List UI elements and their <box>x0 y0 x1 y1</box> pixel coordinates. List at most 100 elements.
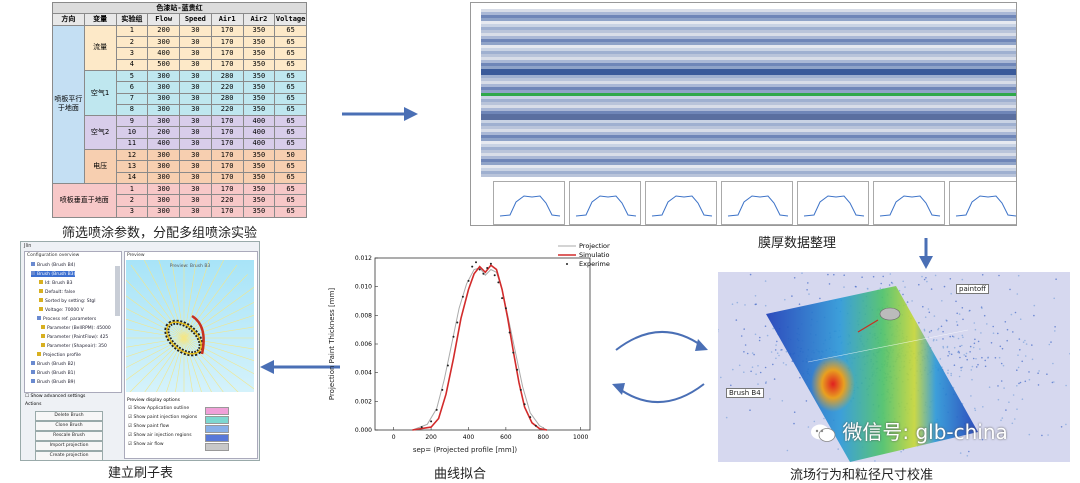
table-cell: 30 <box>180 184 212 195</box>
tree-item[interactable]: Brush (Brush B3) <box>31 271 75 277</box>
film-profile-thumbnail <box>873 181 945 225</box>
table-cell: 65 <box>275 206 307 217</box>
tree-scrollbar[interactable] <box>115 266 120 316</box>
film-thickness-sheet <box>470 2 1017 226</box>
y-tick-label: 0.002 <box>355 398 372 405</box>
preview-option-label: Show Application outline <box>133 406 189 411</box>
preview-option-checkbox[interactable]: ☑ Show Application outline <box>128 406 189 411</box>
y-tick-label: 0.006 <box>355 341 372 348</box>
table-cell: 5 <box>116 70 148 81</box>
table-cell: 1 <box>116 25 148 36</box>
tree-item-label: Sorted by setting: Stgl <box>45 299 96 304</box>
y-tick-label: 0.010 <box>355 284 372 291</box>
parameter-table: 色漆站-蓝贵红 方向 变量 实验组 Flow Speed Air1 Air2 V… <box>52 2 307 218</box>
preview-color-swatch[interactable] <box>205 434 229 442</box>
tree-item[interactable]: Brush (Brush B9) <box>31 379 75 385</box>
table-cell: 30 <box>180 138 212 149</box>
x-tick-label: 800 <box>538 434 550 441</box>
experiment-point <box>512 352 514 354</box>
table-cell: 400 <box>243 138 275 149</box>
header-group: 实验组 <box>116 14 148 25</box>
tree-item-label: Brush (Brush B4) <box>37 263 75 268</box>
experiment-point <box>535 425 537 427</box>
experiment-point <box>468 280 470 282</box>
table-cell: 8 <box>116 104 148 115</box>
y-tick-label: 0.000 <box>355 427 372 434</box>
legend-label: Experiment <box>579 260 610 268</box>
tree-item-label: Voltage: 70000 V <box>45 308 84 313</box>
experiment-point <box>430 420 432 422</box>
table-cell: 170 <box>211 172 243 183</box>
clone-brush-button[interactable]: Clone Brush <box>35 421 103 431</box>
tree-item[interactable]: Id: Brush B3 <box>39 280 73 286</box>
table-cell: 200 <box>148 127 180 138</box>
tree-item-label: Parameter (PaintFlow): 425 <box>47 335 108 340</box>
preview-color-swatch[interactable] <box>205 416 229 424</box>
header-air1: Air1 <box>211 14 243 25</box>
preview-option-checkbox[interactable]: ☑ Show paint injection regions <box>128 415 197 420</box>
preview-option-label: Show paint flow <box>133 424 169 429</box>
y-axis-label: Projection Paint Thickness [mm] <box>328 288 336 401</box>
film-profile-thumbnail <box>797 181 869 225</box>
table-cell: 300 <box>148 93 180 104</box>
tree-item[interactable]: Voltage: 70000 V <box>39 307 84 313</box>
experiment-point <box>436 409 438 411</box>
experiment-point <box>509 332 511 334</box>
table-cell: 30 <box>180 116 212 127</box>
show-advanced-checkbox[interactable]: ☐ Show advanced settings <box>25 394 85 399</box>
preview-option-checkbox[interactable]: ☑ Show air flow <box>128 442 164 447</box>
rescale-brush-button[interactable]: Rescale Brush <box>35 431 103 441</box>
table-cell: 300 <box>148 172 180 183</box>
experiment-point <box>462 296 464 298</box>
preview-color-swatch[interactable] <box>205 443 229 451</box>
tree-item[interactable]: Default: false <box>39 289 75 295</box>
table-cell: 30 <box>180 25 212 36</box>
watermark: 微信号: glb-china <box>810 416 1008 445</box>
create-projection-button[interactable]: Create projection <box>35 451 103 461</box>
brush-preview-canvas[interactable]: Preview: Brush B3 <box>126 260 254 392</box>
x-tick-label: 400 <box>463 434 475 441</box>
table-cell: 400 <box>243 116 275 127</box>
table-cell: 30 <box>180 104 212 115</box>
delete-brush-button[interactable]: Delete Brush <box>35 411 103 421</box>
tree-item[interactable]: Projection profile <box>37 352 81 358</box>
caption-table: 筛选喷涂参数，分配多组喷涂实验 <box>62 222 257 241</box>
table-cell: 170 <box>211 36 243 47</box>
film-data-row <box>481 174 1016 177</box>
wechat-icon <box>810 423 836 443</box>
table-cell: 350 <box>243 36 275 47</box>
tree-item[interactable]: Process ref. parameters <box>37 316 96 322</box>
tree-item[interactable]: Parameter (Shapeair): 350 <box>41 343 107 349</box>
tree-item[interactable]: Parameter (BellRPM): 45000 <box>41 325 111 331</box>
table-cell: 170 <box>211 59 243 70</box>
preview-option-checkbox[interactable]: ☑ Show air injection regions <box>128 433 192 438</box>
table-cell: 10 <box>116 127 148 138</box>
tree-item[interactable]: Sorted by setting: Stgl <box>39 298 96 304</box>
tree-item[interactable]: Brush (Brush B2) <box>31 361 75 367</box>
tree-item[interactable]: Parameter (PaintFlow): 425 <box>41 334 108 340</box>
film-profile-thumbnail <box>949 181 1017 225</box>
import-projection-button[interactable]: Import projection <box>35 441 103 451</box>
table-cell: 400 <box>148 138 180 149</box>
preview-color-swatch[interactable] <box>205 425 229 433</box>
caption-film: 膜厚数据整理 <box>758 232 836 251</box>
tree-item[interactable]: Brush (Brush B1) <box>31 370 75 376</box>
table-cell: 300 <box>148 161 180 172</box>
preview-option-checkbox[interactable]: ☑ Show paint flow <box>128 424 169 429</box>
table-cell: 300 <box>148 104 180 115</box>
caption-brush: 建立刷子表 <box>108 462 173 481</box>
table-cell: 13 <box>116 161 148 172</box>
table-cell: 300 <box>148 184 180 195</box>
film-profile-thumbnail <box>721 181 793 225</box>
tree-node-icon <box>41 343 45 347</box>
table-cell: 30 <box>180 48 212 59</box>
table-cell: 65 <box>275 48 307 59</box>
table-cell: 170 <box>211 116 243 127</box>
preview-color-swatch[interactable] <box>205 407 229 415</box>
tree-item[interactable]: Brush (Brush B4) <box>31 262 75 268</box>
tree-node-icon <box>41 334 45 338</box>
variable-cell: 电压 <box>84 150 116 184</box>
